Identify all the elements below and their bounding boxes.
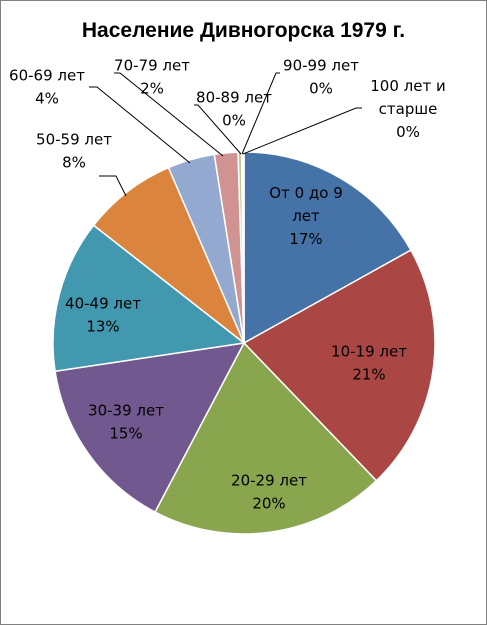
pie-slice-3 bbox=[154, 341, 378, 535]
slice-label-5: 40-49 лет 13% bbox=[65, 295, 141, 336]
pie-slice-1 bbox=[243, 151, 412, 345]
pie-slice-6 bbox=[92, 166, 245, 344]
slice-label-8: 70-79 лет 2% bbox=[114, 57, 190, 98]
leader-line-8 bbox=[114, 72, 224, 157]
slice-label-4: 30-39 лет 15% bbox=[88, 402, 164, 443]
leader-line-10 bbox=[241, 72, 280, 155]
leader-line-6 bbox=[99, 175, 127, 197]
pie-slice-4 bbox=[54, 342, 246, 514]
chart-title: Население Дивногорска 1979 г. bbox=[81, 19, 406, 42]
leader-line-7 bbox=[89, 86, 191, 164]
pie-slice-5 bbox=[52, 224, 246, 373]
slice-label-9: 80-89 лет 0% bbox=[196, 89, 272, 130]
pie-slice-2 bbox=[242, 249, 436, 482]
slice-label-1: От 0 до 9 лет 17% bbox=[269, 184, 342, 248]
slice-label-7: 60-69 лет 4% bbox=[9, 67, 85, 108]
slice-label-3: 20-29 лет 20% bbox=[231, 472, 307, 513]
leader-line-11 bbox=[242, 107, 362, 155]
slice-label-11: 100 лет и старше 0% bbox=[370, 77, 445, 141]
slice-label-10: 90-99 лет 0% bbox=[283, 57, 359, 98]
slice-label-6: 50-59 лет 8% bbox=[36, 131, 112, 172]
leader-line-9 bbox=[194, 104, 242, 155]
slice-label-2: 10-19 лет 21% bbox=[331, 343, 407, 384]
pie-slice-11 bbox=[242, 151, 245, 344]
